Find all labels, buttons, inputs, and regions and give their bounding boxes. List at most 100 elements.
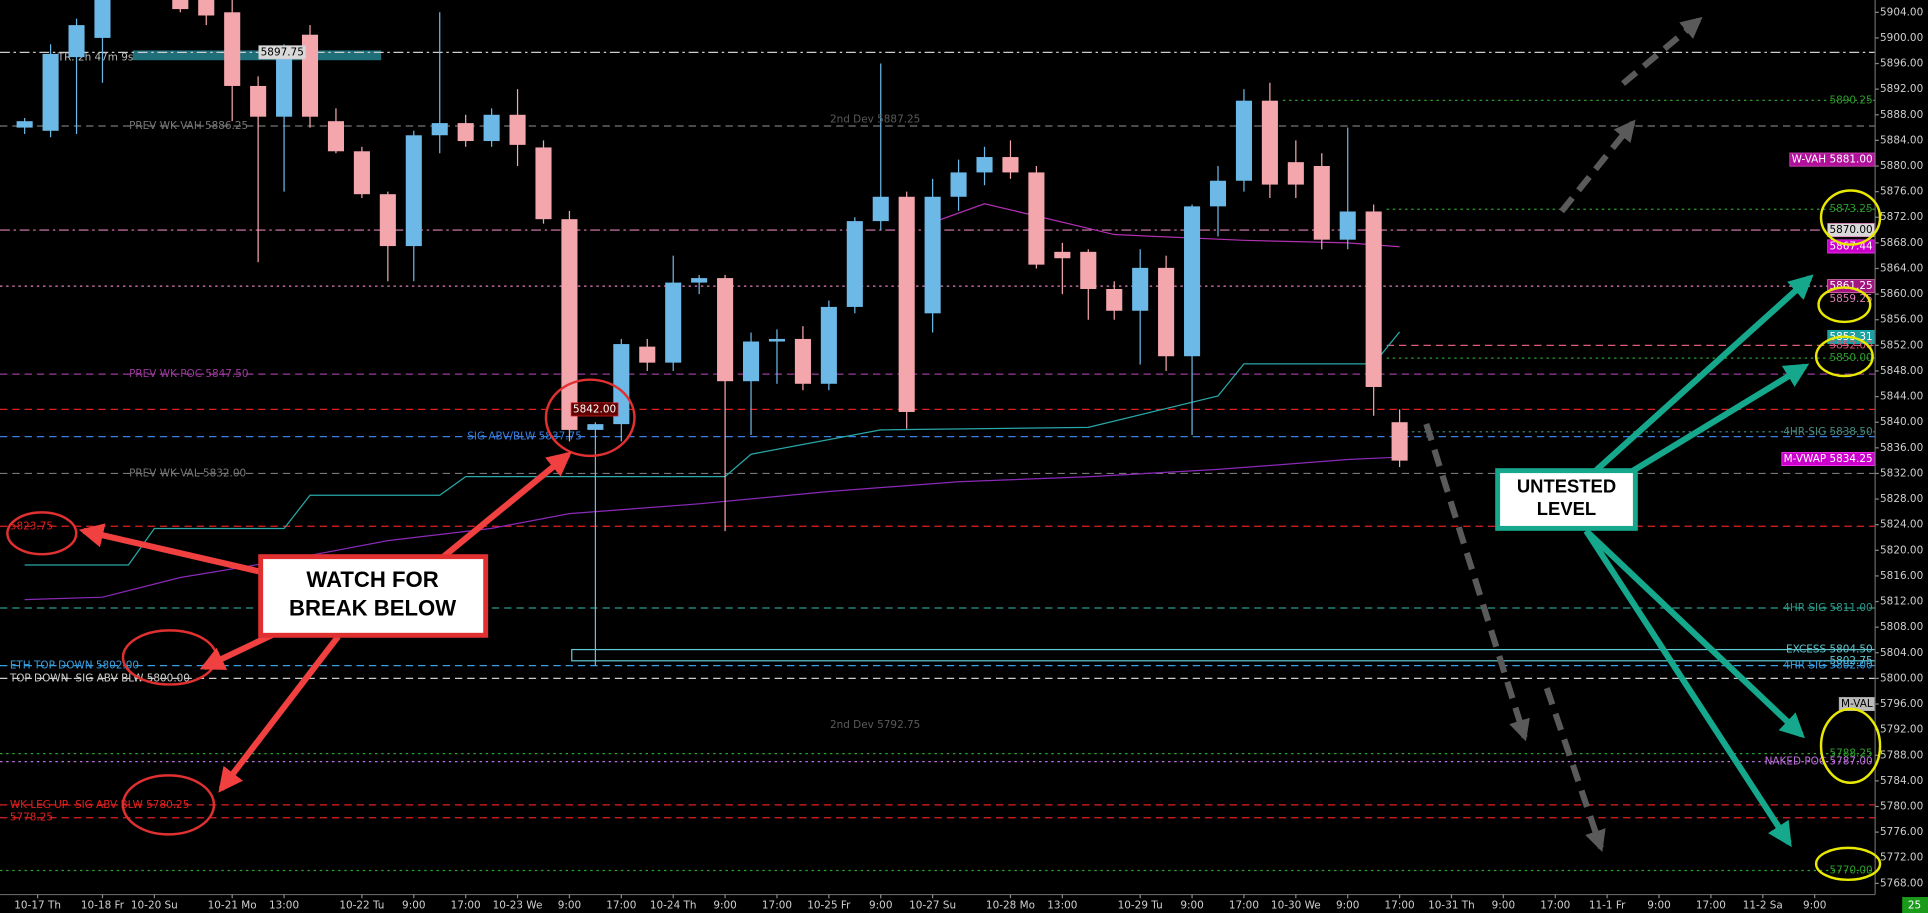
y-tick-label: 5792.00 bbox=[1880, 724, 1923, 736]
candle-body bbox=[665, 282, 682, 363]
level-label: 5842.00 bbox=[573, 403, 616, 415]
candle-body bbox=[198, 0, 215, 16]
highlight-ellipse bbox=[1814, 846, 1882, 882]
candle-body bbox=[561, 219, 578, 430]
x-tick-label: 9:00 bbox=[1492, 900, 1515, 912]
x-tick-label: 10-23 We bbox=[493, 900, 543, 912]
candle-body bbox=[1365, 211, 1382, 387]
candle-body bbox=[639, 346, 656, 363]
level-label: PREV WK VAH 5886.25 bbox=[129, 120, 248, 132]
level-label: ETH TOP DOWN 5802.00 bbox=[10, 660, 139, 672]
candle-body bbox=[250, 85, 267, 117]
candle-body bbox=[1391, 422, 1408, 461]
candle-body bbox=[794, 338, 811, 384]
x-tick-label: 9:00 bbox=[869, 900, 892, 912]
x-tick-label: 11-2 Sa bbox=[1743, 900, 1783, 912]
level-label: M-VAL bbox=[1841, 698, 1873, 710]
highlight-ellipse bbox=[1819, 707, 1882, 784]
callout-text: WATCH FOR bbox=[306, 567, 438, 592]
y-tick-label: 5888.00 bbox=[1880, 109, 1923, 121]
candle-body bbox=[94, 0, 111, 38]
candle-body bbox=[924, 196, 941, 314]
x-tick-label: 10-30 We bbox=[1271, 900, 1321, 912]
candle-body bbox=[276, 55, 293, 117]
x-tick-label: 10-31 Th bbox=[1428, 900, 1475, 912]
highlight-ellipse bbox=[1814, 335, 1874, 378]
x-tick-label: 13:00 bbox=[1047, 900, 1077, 912]
y-tick-label: 5896.00 bbox=[1880, 58, 1923, 70]
projection-arrow bbox=[1559, 119, 1636, 214]
callout-text: BREAK BELOW bbox=[289, 595, 456, 620]
y-tick-label: 5852.00 bbox=[1880, 339, 1923, 351]
x-tick-label: 17:00 bbox=[1696, 900, 1726, 912]
candle-body bbox=[224, 12, 241, 86]
x-tick-label: 17:00 bbox=[1385, 900, 1415, 912]
level-label: PREV WK VAL 5832.00 bbox=[129, 467, 246, 479]
x-tick-label: 11-1 Fr bbox=[1589, 900, 1626, 912]
x-tick-label: 10-29 Tu bbox=[1118, 900, 1163, 912]
x-tick-label: 17:00 bbox=[451, 900, 481, 912]
level-label: 2nd Dev 5887.25 bbox=[830, 114, 920, 126]
level-tag bbox=[570, 402, 619, 417]
price-axis bbox=[1875, 0, 1928, 913]
candle-body bbox=[820, 306, 837, 384]
x-tick-label: 10-21 Mo bbox=[208, 900, 257, 912]
level-label: 5770.00 bbox=[1829, 865, 1872, 877]
level-label: 5859.25 bbox=[1829, 293, 1872, 305]
candle-body bbox=[950, 172, 967, 197]
candle-body bbox=[768, 338, 786, 342]
level-label: 5802.75 bbox=[1829, 655, 1872, 667]
projection-arrow bbox=[1621, 16, 1703, 86]
level-label: M-VWAP 5834.25 bbox=[1784, 453, 1873, 465]
candle-body bbox=[42, 53, 59, 131]
y-tick-label: 5836.00 bbox=[1880, 442, 1923, 454]
y-tick-label: 5780.00 bbox=[1880, 801, 1923, 813]
y-tick-label: 5768.00 bbox=[1880, 877, 1923, 889]
y-tick-label: 5900.00 bbox=[1880, 32, 1923, 44]
y-tick-label: 5832.00 bbox=[1880, 467, 1923, 479]
y-tick-label: 5808.00 bbox=[1880, 621, 1923, 633]
arrow bbox=[1584, 274, 1814, 482]
x-tick-label: 9:00 bbox=[713, 900, 736, 912]
annotations: WATCH FOR BREAK BELOW UNTESTED LEVEL bbox=[6, 16, 1882, 882]
candle-body bbox=[976, 157, 993, 173]
level-label: TOP DOWN- SIG ABV BLW 5800.00 bbox=[9, 672, 190, 684]
candle-body bbox=[846, 221, 863, 307]
candle-body bbox=[1158, 267, 1175, 357]
level-label: 5850.00 bbox=[1829, 352, 1872, 364]
level-label: 5873.25 bbox=[1829, 203, 1872, 215]
timer-label: TR: 2h 47m 9s bbox=[57, 52, 134, 64]
candle-body bbox=[1080, 251, 1097, 289]
y-tick-label: 5804.00 bbox=[1880, 647, 1923, 659]
y-tick-label: 5788.00 bbox=[1880, 749, 1923, 761]
y-tick-label: 5844.00 bbox=[1880, 391, 1923, 403]
level-label: 5823.75 bbox=[10, 520, 53, 532]
arrow bbox=[199, 630, 278, 671]
level-label: 5788.25 bbox=[1829, 748, 1872, 760]
projection-arrow bbox=[1543, 687, 1606, 852]
level-label: 4HR SIG 5838.50 bbox=[1783, 426, 1872, 438]
candle-body bbox=[483, 114, 500, 142]
y-tick-label: 5864.00 bbox=[1880, 262, 1923, 274]
candle-body bbox=[1184, 206, 1201, 357]
time-axis bbox=[0, 894, 1876, 913]
level-label: 5852.00 bbox=[1829, 339, 1872, 351]
candle-body bbox=[68, 25, 85, 58]
callout-text: UNTESTED bbox=[1517, 476, 1616, 497]
x-tick-label: 10-27 Su bbox=[909, 900, 956, 912]
y-tick-label: 5772.00 bbox=[1880, 852, 1923, 864]
highlight-ellipse bbox=[121, 774, 216, 836]
level-label: 2nd Dev 5792.75 bbox=[830, 719, 920, 731]
candle-body bbox=[172, 0, 189, 10]
highlight-ellipse bbox=[1817, 286, 1872, 324]
candle-body bbox=[431, 123, 448, 136]
y-tick-label: 5840.00 bbox=[1880, 416, 1923, 428]
y-tick-label: 5884.00 bbox=[1880, 134, 1923, 146]
x-tick-label: 10-25 Fr bbox=[807, 900, 851, 912]
x-tick-label: 17:00 bbox=[1229, 900, 1259, 912]
x-tick-label: 10-24 Th bbox=[650, 900, 697, 912]
candle-body bbox=[1339, 211, 1356, 240]
excess-zone bbox=[571, 648, 1876, 662]
